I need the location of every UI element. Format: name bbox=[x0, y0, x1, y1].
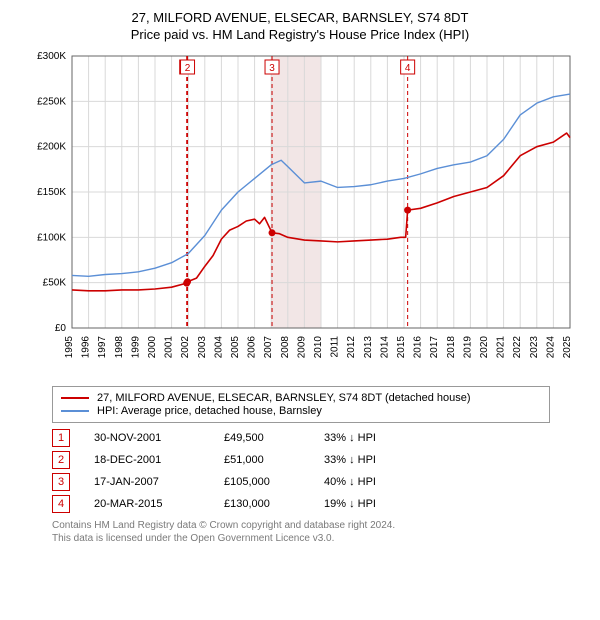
svg-text:1998: 1998 bbox=[114, 336, 125, 359]
svg-text:2013: 2013 bbox=[363, 336, 374, 359]
svg-text:2004: 2004 bbox=[213, 336, 224, 359]
transaction-price: £49,500 bbox=[224, 432, 324, 444]
svg-text:2012: 2012 bbox=[346, 336, 357, 359]
svg-text:2020: 2020 bbox=[479, 336, 490, 359]
svg-text:2024: 2024 bbox=[545, 336, 556, 359]
svg-text:2019: 2019 bbox=[462, 336, 473, 359]
table-row: 3 17-JAN-2007 £105,000 40% ↓ HPI bbox=[52, 473, 582, 491]
transaction-diff: 40% ↓ HPI bbox=[324, 476, 424, 488]
svg-text:£300K: £300K bbox=[37, 51, 66, 62]
transaction-date: 17-JAN-2007 bbox=[94, 476, 224, 488]
svg-text:£200K: £200K bbox=[37, 142, 66, 153]
svg-text:1995: 1995 bbox=[64, 336, 75, 359]
transaction-marker: 3 bbox=[52, 473, 70, 491]
svg-text:£50K: £50K bbox=[43, 278, 67, 289]
svg-text:£150K: £150K bbox=[37, 187, 66, 198]
svg-text:3: 3 bbox=[269, 63, 275, 74]
transaction-price: £105,000 bbox=[224, 476, 324, 488]
svg-text:2: 2 bbox=[185, 63, 191, 74]
transaction-date: 20-MAR-2015 bbox=[94, 498, 224, 510]
svg-text:2023: 2023 bbox=[529, 336, 540, 359]
svg-text:2016: 2016 bbox=[413, 336, 424, 359]
footer-line: Contains HM Land Registry data © Crown c… bbox=[52, 519, 582, 532]
svg-text:2015: 2015 bbox=[396, 336, 407, 359]
legend-label: HPI: Average price, detached house, Barn… bbox=[97, 405, 322, 417]
legend-swatch bbox=[61, 397, 89, 399]
svg-text:2017: 2017 bbox=[429, 336, 440, 359]
legend-label: 27, MILFORD AVENUE, ELSECAR, BARNSLEY, S… bbox=[97, 392, 471, 404]
transaction-date: 18-DEC-2001 bbox=[94, 454, 224, 466]
svg-text:2008: 2008 bbox=[280, 336, 291, 359]
svg-text:1999: 1999 bbox=[130, 336, 141, 359]
svg-text:£0: £0 bbox=[55, 323, 67, 334]
legend-item: 27, MILFORD AVENUE, ELSECAR, BARNSLEY, S… bbox=[61, 392, 541, 404]
line-chart: £0 £50K £100K £150K £200K £250K £300K 1995 1996 1… bbox=[20, 48, 580, 378]
svg-text:2006: 2006 bbox=[247, 336, 258, 359]
transaction-price: £51,000 bbox=[224, 454, 324, 466]
transaction-marker: 2 bbox=[52, 451, 70, 469]
transaction-diff: 33% ↓ HPI bbox=[324, 432, 424, 444]
legend-item: HPI: Average price, detached house, Barn… bbox=[61, 405, 541, 417]
footer: Contains HM Land Registry data © Crown c… bbox=[52, 519, 582, 545]
svg-text:£100K: £100K bbox=[37, 232, 66, 243]
svg-text:2007: 2007 bbox=[263, 336, 274, 359]
svg-text:4: 4 bbox=[405, 63, 411, 74]
svg-text:2010: 2010 bbox=[313, 336, 324, 359]
title-subtitle: Price paid vs. HM Land Registry's House … bbox=[10, 27, 590, 42]
svg-text:2011: 2011 bbox=[330, 336, 341, 358]
svg-text:2005: 2005 bbox=[230, 336, 241, 359]
transaction-diff: 19% ↓ HPI bbox=[324, 498, 424, 510]
svg-text:2001: 2001 bbox=[164, 336, 175, 359]
svg-text:2014: 2014 bbox=[379, 336, 390, 359]
transaction-date: 30-NOV-2001 bbox=[94, 432, 224, 444]
title-address: 27, MILFORD AVENUE, ELSECAR, BARNSLEY, S… bbox=[10, 10, 590, 25]
svg-text:2009: 2009 bbox=[296, 336, 307, 359]
svg-text:2002: 2002 bbox=[180, 336, 191, 359]
transaction-marker: 1 bbox=[52, 429, 70, 447]
legend-swatch bbox=[61, 410, 89, 412]
svg-text:2003: 2003 bbox=[197, 336, 208, 359]
transactions-table: 1 30-NOV-2001 £49,500 33% ↓ HPI 2 18-DEC… bbox=[52, 429, 582, 513]
transaction-marker: 4 bbox=[52, 495, 70, 513]
svg-text:2000: 2000 bbox=[147, 336, 158, 359]
svg-text:2022: 2022 bbox=[512, 336, 523, 359]
legend: 27, MILFORD AVENUE, ELSECAR, BARNSLEY, S… bbox=[52, 386, 550, 423]
svg-text:2025: 2025 bbox=[562, 336, 573, 359]
svg-text:£250K: £250K bbox=[37, 96, 66, 107]
svg-text:1997: 1997 bbox=[97, 336, 108, 359]
footer-line: This data is licensed under the Open Gov… bbox=[52, 532, 582, 545]
chart-area: £0 £50K £100K £150K £200K £250K £300K 1995 1996 1… bbox=[20, 48, 580, 378]
transaction-price: £130,000 bbox=[224, 498, 324, 510]
svg-text:2021: 2021 bbox=[496, 336, 507, 359]
transaction-diff: 33% ↓ HPI bbox=[324, 454, 424, 466]
table-row: 4 20-MAR-2015 £130,000 19% ↓ HPI bbox=[52, 495, 582, 513]
table-row: 2 18-DEC-2001 £51,000 33% ↓ HPI bbox=[52, 451, 582, 469]
table-row: 1 30-NOV-2001 £49,500 33% ↓ HPI bbox=[52, 429, 582, 447]
svg-text:2018: 2018 bbox=[446, 336, 457, 359]
svg-text:1996: 1996 bbox=[81, 336, 92, 359]
